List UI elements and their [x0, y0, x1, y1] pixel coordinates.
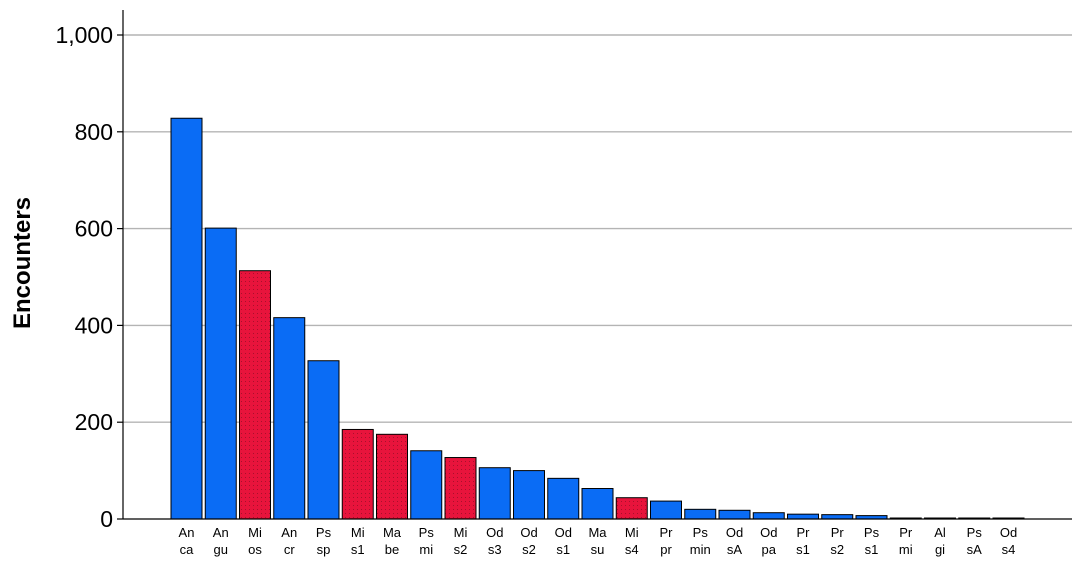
bar	[821, 514, 854, 520]
bar	[478, 467, 511, 520]
bar	[581, 488, 614, 520]
x-tick-label: Ps	[419, 525, 435, 540]
x-tick-label: gi	[935, 542, 945, 557]
x-tick-label: pr	[660, 542, 672, 557]
x-tick-label: An	[281, 525, 297, 540]
x-tick-label: Od	[486, 525, 503, 540]
x-tick-label: Od	[1000, 525, 1017, 540]
x-tick-label: mi	[899, 542, 913, 557]
x-tick-label: s1	[556, 542, 570, 557]
x-tick-label: s2	[454, 542, 468, 557]
bar	[239, 270, 271, 520]
x-tick-label: min	[690, 542, 711, 557]
y-tick-label: 800	[75, 119, 113, 145]
x-tick-label: s3	[488, 542, 502, 557]
x-tick-label: Mi	[454, 525, 468, 540]
x-tick-labels: An ca An gu Mi os An cr Ps sp Mi s1 Ma be Ps mi Mi s2 Od s3…	[179, 525, 1018, 557]
x-tick-label: Od	[520, 525, 537, 540]
y-tick-labels: 0 200 400 600 800 1,000	[55, 22, 113, 532]
x-tick-label: Mi	[351, 525, 365, 540]
bar	[718, 509, 751, 520]
x-tick-label: mi	[419, 542, 433, 557]
bar	[513, 470, 545, 520]
x-tick-label: An	[213, 525, 229, 540]
x-tick-label: cr	[284, 542, 296, 557]
bar	[204, 227, 237, 520]
bars	[170, 117, 1025, 520]
bar	[615, 497, 648, 520]
x-tick-label: be	[385, 542, 399, 557]
y-axis-label: Encounters	[9, 197, 36, 329]
bar	[307, 360, 340, 520]
y-tick-label: 600	[75, 216, 113, 242]
x-tick-label: ca	[180, 542, 195, 557]
x-tick-label: s2	[522, 542, 536, 557]
x-tick-label: Od	[760, 525, 777, 540]
x-tick-label: Od	[726, 525, 743, 540]
bar	[547, 477, 580, 520]
bar	[341, 428, 374, 520]
bar	[787, 513, 819, 520]
x-tick-label: os	[248, 542, 262, 557]
x-tick-label: s1	[865, 542, 879, 557]
x-tick-label: Pr	[660, 525, 674, 540]
x-tick-label: Ma	[383, 525, 402, 540]
x-tick-label: Mi	[625, 525, 639, 540]
y-tick-label: 0	[100, 506, 113, 532]
x-tick-label: s1	[796, 542, 810, 557]
x-tick-label: Ps	[967, 525, 983, 540]
bar	[273, 317, 306, 520]
x-tick-label: s4	[1002, 542, 1016, 557]
x-tick-label: su	[591, 542, 605, 557]
x-tick-label: gu	[214, 542, 228, 557]
bar	[410, 450, 443, 520]
x-tick-label: Al	[934, 525, 946, 540]
x-tick-label: sA	[967, 542, 983, 557]
bar	[752, 512, 785, 520]
bar	[684, 508, 717, 520]
bar	[170, 117, 203, 520]
x-tick-label: Ps	[864, 525, 880, 540]
x-tick-label: Ps	[693, 525, 709, 540]
x-tick-label: Pr	[831, 525, 845, 540]
x-tick-label: Pr	[899, 525, 913, 540]
bar	[444, 457, 477, 520]
x-tick-label: Ma	[588, 525, 607, 540]
x-tick-label: Od	[555, 525, 572, 540]
x-tick-label: sA	[727, 542, 743, 557]
y-tick-label: 400	[75, 312, 113, 338]
bar	[650, 500, 682, 520]
x-tick-label: s2	[830, 542, 844, 557]
x-tick-label: s4	[625, 542, 639, 557]
bar	[376, 433, 408, 520]
x-tick-label: Pr	[797, 525, 811, 540]
x-tick-label: Ps	[316, 525, 332, 540]
x-tick-label: pa	[762, 542, 777, 557]
x-tick-label: sp	[317, 542, 331, 557]
x-tick-label: s1	[351, 542, 365, 557]
y-tick-label: 1,000	[55, 22, 113, 48]
x-tick-label: An	[179, 525, 195, 540]
x-tick-label: Mi	[248, 525, 262, 540]
axes	[117, 10, 1072, 520]
y-tick-label: 200	[75, 409, 113, 435]
